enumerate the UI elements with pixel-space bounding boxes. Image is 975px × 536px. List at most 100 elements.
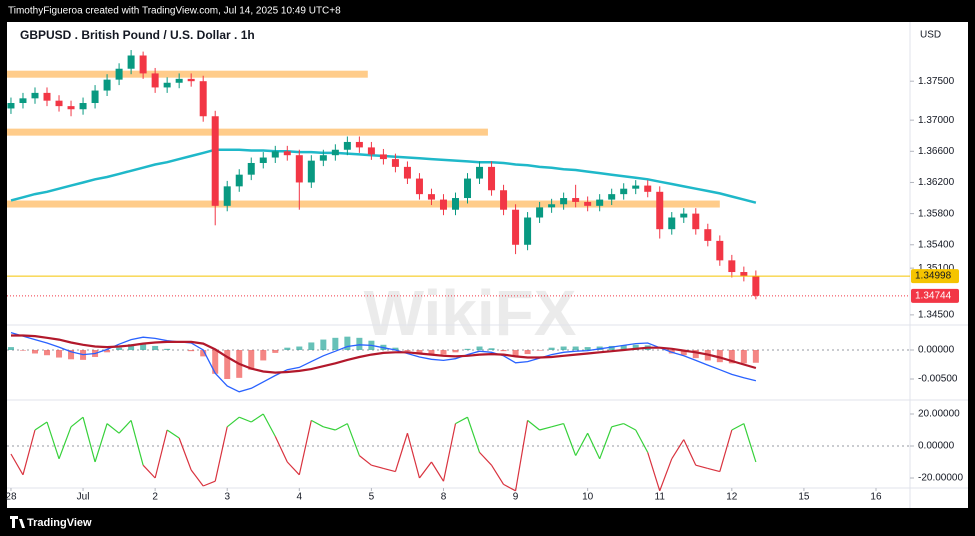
oscillator-segment [623, 423, 636, 431]
candle-body [259, 157, 267, 163]
oscillator-segment [46, 421, 60, 459]
candle-body [163, 82, 171, 88]
oscillator-segment [94, 423, 108, 463]
y-tick-label: 0.00000 [918, 441, 955, 452]
candle-body [536, 207, 544, 218]
oscillator-segment [743, 423, 757, 463]
macd-histogram [356, 337, 363, 350]
candle-body [103, 79, 111, 91]
candle-body [415, 178, 423, 195]
oscillator-segment [178, 437, 192, 471]
y-tick-label: 1.36600 [918, 146, 955, 157]
candle-body [79, 103, 87, 110]
candle-body [7, 103, 15, 109]
oscillator-segment [671, 439, 685, 460]
oscillator-segment [311, 419, 324, 428]
candle-body [427, 194, 435, 200]
macd-histogram [536, 350, 543, 351]
candle-body [584, 201, 592, 206]
oscillator-segment [22, 429, 36, 475]
chart-title: GBPUSD . British Pound / U.S. Dollar . 1… [20, 28, 255, 42]
oscillator-segment [202, 480, 216, 487]
macd-histogram [452, 350, 459, 353]
candle-body [403, 166, 411, 179]
y-tick-label: 0.00000 [918, 345, 955, 356]
oscillator-segment [442, 423, 457, 482]
price-badge-label: 1.34744 [915, 291, 952, 302]
candle-body [391, 159, 399, 167]
candle-body [91, 90, 99, 104]
oscillator-segment [551, 423, 564, 428]
oscillator-segment [683, 439, 697, 466]
macd-histogram [740, 350, 747, 364]
macd-histogram [308, 342, 315, 350]
macd-histogram [140, 343, 147, 350]
candle-body [319, 155, 327, 161]
candle-body [151, 73, 159, 88]
macd-histogram [524, 350, 531, 355]
macd-histogram [608, 345, 615, 350]
oscillator-segment [394, 433, 409, 472]
y-tick-label: 1.36200 [918, 177, 955, 188]
macd-histogram [272, 350, 279, 353]
candle-body [668, 217, 676, 230]
y-tick-label: 20.00000 [918, 409, 960, 420]
macd-histogram [104, 350, 111, 353]
macd-histogram [548, 347, 555, 350]
macd-histogram [152, 345, 159, 350]
oscillator-segment [659, 458, 673, 492]
oscillator-segment [563, 423, 577, 456]
candle-body [271, 151, 279, 158]
candle-body [307, 160, 315, 183]
candle-body [55, 100, 63, 107]
oscillator-segment [430, 461, 444, 482]
macd-histogram [464, 348, 471, 350]
candle-body [644, 185, 652, 192]
candle-body [283, 151, 291, 156]
macd-histogram [716, 350, 723, 363]
oscillator-segment [466, 417, 481, 453]
macd-histogram [44, 350, 51, 356]
candle-body [175, 78, 183, 83]
oscillator-segment [406, 433, 421, 479]
x-tick-label: 8 [441, 492, 447, 503]
oscillator-segment [383, 467, 396, 473]
candle-body [596, 199, 604, 206]
x-tick-label: 2 [152, 492, 158, 503]
candle-body [31, 92, 39, 99]
candle-body [500, 190, 508, 210]
macd-histogram [560, 346, 567, 350]
macd-histogram [572, 346, 579, 350]
macd-histogram [344, 336, 351, 350]
macd-histogram [680, 350, 687, 356]
candle-body [439, 199, 447, 210]
macd-histogram [512, 350, 519, 357]
candle-body [548, 204, 556, 208]
oscillator-segment [575, 432, 589, 456]
oscillator-segment [418, 461, 432, 479]
candle-body [620, 188, 628, 195]
x-tick-label: 12 [726, 492, 738, 503]
candle-body [19, 98, 27, 104]
macd-histogram [632, 344, 639, 350]
price-badge-label: 1.34998 [915, 271, 952, 282]
oscillator-segment [707, 467, 720, 473]
candle-body [115, 68, 123, 80]
candle-body [608, 194, 616, 200]
oscillator-segment [226, 416, 240, 428]
x-tick-label: 3 [224, 492, 230, 503]
candle-body [223, 186, 231, 206]
candle-body [247, 162, 255, 175]
y-tick-label: 1.35800 [918, 208, 955, 219]
candle-body [43, 92, 51, 101]
oscillator-segment [154, 429, 168, 479]
y-tick-label: 1.37500 [918, 76, 955, 87]
macd-line [10, 331, 757, 393]
macd-histogram [488, 348, 495, 350]
oscillator-segment [70, 416, 84, 428]
candle-body [524, 217, 532, 245]
oscillator-segment [106, 423, 120, 434]
oscillator-segment [190, 469, 204, 487]
candle-body [187, 78, 195, 82]
